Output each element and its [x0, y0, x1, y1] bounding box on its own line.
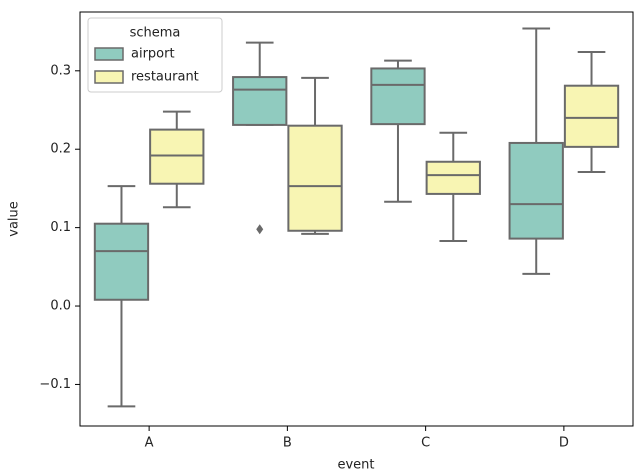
- legend-label: restaurant: [131, 70, 199, 85]
- box: [370, 67, 426, 126]
- x-tick-label: D: [559, 436, 569, 451]
- x-tick-label: A: [145, 436, 154, 451]
- box: [232, 76, 288, 126]
- y-tick-label: 0.2: [50, 142, 71, 157]
- legend-swatch: [94, 47, 124, 61]
- y-tick-label: 0.0: [50, 299, 71, 314]
- legend-title: schema: [130, 26, 181, 41]
- y-tick-label: 0.1: [50, 220, 71, 235]
- box: [287, 124, 343, 232]
- plot-frame: [79, 11, 634, 427]
- x-tick-label: C: [421, 436, 430, 451]
- flier: [256, 224, 264, 235]
- box: [93, 222, 150, 301]
- box: [425, 160, 481, 195]
- y-tick-label: 0.3: [50, 63, 71, 78]
- box: [149, 128, 205, 185]
- box: [563, 84, 620, 148]
- y-tick-label: −0.1: [39, 377, 71, 392]
- box: [508, 141, 564, 240]
- legend-label: airport: [131, 47, 175, 62]
- y-axis-label: value: [7, 201, 22, 237]
- legend-swatch: [94, 70, 124, 84]
- x-axis-label: event: [337, 458, 374, 472]
- x-tick-label: B: [283, 436, 292, 451]
